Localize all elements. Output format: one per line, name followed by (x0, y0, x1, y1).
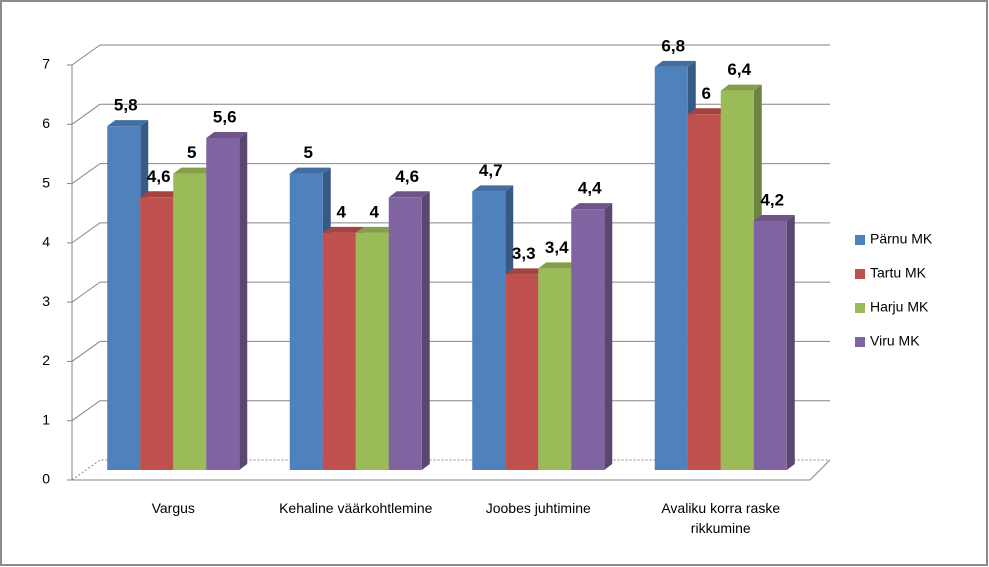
grid-line (71, 44, 830, 66)
bar-top (687, 108, 729, 115)
bar (472, 191, 506, 470)
grid-line (71, 103, 830, 125)
data-label: 4 (370, 202, 380, 221)
bar (388, 197, 422, 471)
bar-top (107, 120, 149, 127)
bar-top (322, 226, 364, 233)
y-tick-label: 2 (42, 352, 50, 368)
bar-top (654, 60, 696, 67)
data-label: 3,3 (512, 244, 536, 263)
x-tick-label-box: Vargus (151, 500, 195, 516)
bar (355, 232, 389, 470)
data-label: 5,8 (114, 96, 138, 115)
data-label: 4,7 (479, 161, 503, 180)
data-label: 4 (337, 202, 347, 221)
floor-edge (809, 459, 831, 481)
x-tick-label: Joobes juhtimine (485, 500, 591, 516)
data-label: 5 (304, 143, 313, 162)
legend-label: Tartu MK (870, 265, 927, 281)
bar-top (206, 132, 248, 138)
bar (107, 126, 141, 471)
x-tick-label: Avaliku korra raske rikkumine (661, 500, 781, 536)
data-label: 4,4 (578, 179, 602, 198)
bar-top (173, 167, 215, 174)
legend-label: Harju MK (870, 299, 929, 315)
bar-top (753, 215, 795, 221)
bar-top (355, 226, 397, 233)
bar (289, 173, 323, 471)
data-label: 5,6 (213, 107, 237, 126)
legend-swatch (855, 303, 865, 313)
bar (687, 114, 721, 471)
legend-swatch (855, 269, 865, 279)
bar-top (538, 262, 580, 269)
bar (505, 274, 539, 470)
bar (720, 90, 754, 471)
y-tick-label: 1 (42, 411, 50, 427)
bar (173, 173, 207, 471)
bar (571, 209, 605, 470)
data-label: 4,2 (760, 190, 784, 209)
bar-top (472, 185, 514, 192)
data-label: 4,6 (395, 167, 419, 186)
x-tick-label-box: Kehaline väärkohtlemine (279, 500, 433, 516)
bar-top (720, 84, 762, 91)
bar (140, 197, 174, 471)
grid-line (71, 163, 830, 184)
bar (654, 66, 688, 470)
x-tick-label: Kehaline väärkohtlemine (279, 500, 433, 516)
y-tick-label: 0 (42, 471, 50, 487)
bar-side (604, 203, 613, 470)
bar (538, 268, 572, 470)
bar (206, 138, 240, 470)
y-tick-label: 5 (42, 174, 50, 190)
y-tick-label: 3 (42, 293, 50, 309)
bar (322, 232, 356, 470)
bar (753, 221, 787, 470)
legend-label: Viru MK (870, 333, 920, 349)
bar-side (239, 132, 248, 470)
legend-label: Pärnu MK (870, 231, 933, 247)
legend-swatch (855, 235, 865, 245)
bar-side (421, 191, 430, 471)
data-label: 6,4 (727, 60, 751, 79)
data-label: 3,4 (545, 238, 569, 257)
y-tick-label: 4 (42, 234, 50, 250)
x-tick-label: Vargus (151, 500, 195, 516)
y-tick-label: 6 (42, 115, 50, 131)
y-tick-label: 7 (42, 56, 50, 72)
data-label: 6 (702, 84, 711, 103)
data-label: 6,8 (661, 36, 685, 55)
data-label: 4,6 (147, 167, 171, 186)
bar-top (388, 191, 430, 198)
bar-top (505, 268, 547, 275)
x-tick-label-box: Joobes juhtimine (485, 500, 591, 516)
legend-swatch (855, 337, 865, 347)
bar-side (786, 215, 795, 470)
data-label: 5 (187, 143, 196, 162)
bar-top (140, 191, 182, 198)
x-tick-label-box: Avaliku korra raske rikkumine (661, 500, 781, 536)
bar-top (571, 203, 613, 210)
bar-top (289, 167, 331, 174)
